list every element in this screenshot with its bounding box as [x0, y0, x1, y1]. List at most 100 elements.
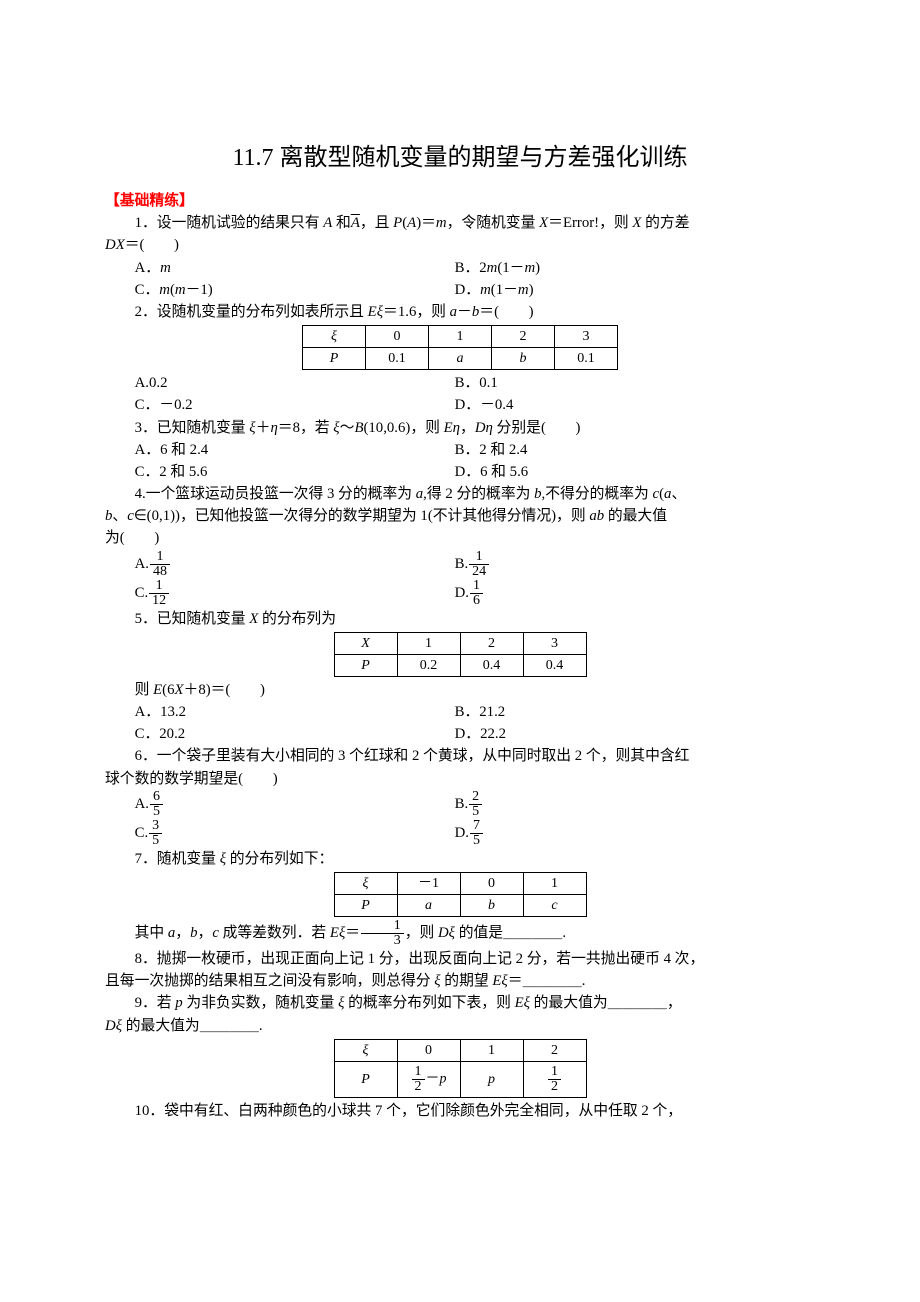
td: b [460, 894, 523, 916]
denom: 5 [149, 834, 162, 848]
q6-opts: A.65 B.25 C.35 D.75 [105, 790, 815, 848]
numer: 1 [361, 919, 404, 934]
val: m [160, 260, 171, 276]
text: ＝8，若 [278, 420, 334, 436]
v: ab [589, 508, 604, 524]
denom: 2 [412, 1080, 425, 1094]
text: ∈(0,1))，已知他投篮一次得分的数学期望为 1(不计其他得分情况)，则 [134, 508, 590, 524]
label: B． [455, 442, 480, 458]
label: C． [135, 464, 160, 480]
table-row: P 0.1 a b 0.1 [303, 348, 618, 370]
q2-stem: 2．设随机变量的分布列如表所示且 Eξ＝1.6，则 a－b＝( ) [105, 301, 815, 323]
td: P [334, 894, 397, 916]
td: 0.4 [460, 654, 523, 676]
q2-opt-D: D．－0.4 [455, 394, 514, 416]
label: D． [455, 282, 480, 298]
q4-opt-C: C.112 [105, 579, 455, 608]
q3-opt-A: A．6 和 2.4 [105, 439, 455, 461]
q1-stem-line1: 1．设一随机试验的结果只有 A 和A，且 P(A)＝m，令随机变量 X＝Erro… [105, 212, 815, 234]
q5-opt-A: A．13.2 [105, 701, 455, 723]
v: D [438, 925, 449, 941]
text: 的分布列为 [258, 611, 336, 627]
text: 、 [112, 508, 127, 524]
text: ＝( ) [479, 304, 533, 320]
val: 2 和 5.6 [159, 464, 207, 480]
q6-opt-A: A.65 [105, 790, 455, 819]
label: D． [455, 464, 480, 480]
q4-opts-row1: A.148 B. 1 24 [105, 550, 815, 579]
td: a [429, 348, 492, 370]
q6-opt-D: D.75 [455, 819, 484, 848]
text: . [582, 973, 586, 989]
label: B． [455, 375, 480, 391]
v: E [515, 995, 524, 1011]
text: 的分布列如下： [226, 851, 333, 867]
text: 且每一次抛掷的结果相互之间没有影响，则总得分 [105, 973, 434, 989]
q1-opt-A: A．m [105, 257, 455, 279]
label: A． [135, 260, 160, 276]
text: ～ [340, 420, 355, 436]
text: 则 [135, 682, 154, 698]
q4-opt-A: A.148 [105, 550, 455, 579]
q2-opt-C: C．－0.2 [105, 394, 455, 416]
label: B. [455, 556, 469, 572]
th: 1 [429, 326, 492, 348]
td: 0.4 [523, 654, 586, 676]
q2-opts-row2: C．－0.2 D．－0.4 [105, 394, 815, 416]
page-title: 11.7 离散型随机变量的期望与方差强化训练 [105, 140, 815, 176]
v: ) [529, 282, 534, 298]
td: P [334, 1061, 397, 1097]
label: D． [455, 726, 480, 742]
label: C. [135, 825, 149, 841]
denom: 5 [470, 834, 483, 848]
q1-opt-D: D．m(1－m) [455, 279, 534, 301]
v: η [270, 420, 277, 436]
v: (1－ [491, 282, 518, 298]
text: ＝( ) [125, 237, 179, 253]
text: 的方差 [641, 215, 689, 231]
fraction: 112 [149, 579, 169, 608]
text: ， [175, 925, 190, 941]
q1-opts-row1: A．m B．2m(1－m) [105, 257, 815, 279]
blank: ＿＿＿＿ [503, 925, 562, 941]
label: C． [135, 282, 160, 298]
q1-opt-B: B．2m(1－m) [455, 257, 541, 279]
q2-opt-B: B．0.1 [455, 372, 498, 394]
q4-line3: 为( ) [105, 527, 815, 549]
q5-opt-C: C．20.2 [105, 723, 455, 745]
label: D. [455, 825, 469, 841]
q2-table: ξ 0 1 2 3 P 0.1 a b 0.1 [302, 325, 618, 370]
fraction: 75 [470, 819, 483, 848]
q1-stem-line2: DX＝( ) [105, 234, 815, 256]
v: ) [535, 260, 540, 276]
blank: ＿＿＿＿ [200, 1018, 259, 1034]
label: A． [135, 704, 160, 720]
q6-opt-C: C.35 [105, 819, 455, 848]
v: －1) [186, 282, 213, 298]
label: A. [135, 796, 149, 812]
th: 2 [460, 632, 523, 654]
numer: 2 [469, 790, 482, 805]
q6-line2: 球个数的数学期望是( ) [105, 768, 815, 790]
q5-expr: 则 E(6X＋8)＝( ) [105, 679, 815, 701]
section-heading: 【基础精练】 [105, 190, 815, 212]
text: ， [460, 420, 475, 436]
text: ＝Error!，则 [548, 215, 632, 231]
text: 的最大值 [604, 508, 667, 524]
denom: 24 [469, 565, 489, 579]
v: m [518, 282, 529, 298]
text: 5．已知随机变量 [135, 611, 250, 627]
label: B． [455, 704, 480, 720]
text: 4.一个篮球运动员投篮一次得 3 分的概率为 [135, 486, 416, 502]
q4-opts-row2: C.112 D.16 [105, 579, 815, 608]
q3-opt-B: B．2 和 2.4 [455, 439, 528, 461]
v: (1－ [497, 260, 524, 276]
q8-line1: 8．抛掷一枚硬币，出现正面向上记 1 分，出现反面向上记 2 分，若一共抛出硬币… [105, 948, 815, 970]
numer: 1 [150, 550, 170, 565]
th: －1 [397, 872, 460, 894]
text: 为非负实数，随机变量 [183, 995, 338, 1011]
val: 0.1 [479, 375, 498, 391]
v: m [480, 282, 491, 298]
th: ξ [334, 1039, 397, 1061]
v: m [487, 260, 498, 276]
